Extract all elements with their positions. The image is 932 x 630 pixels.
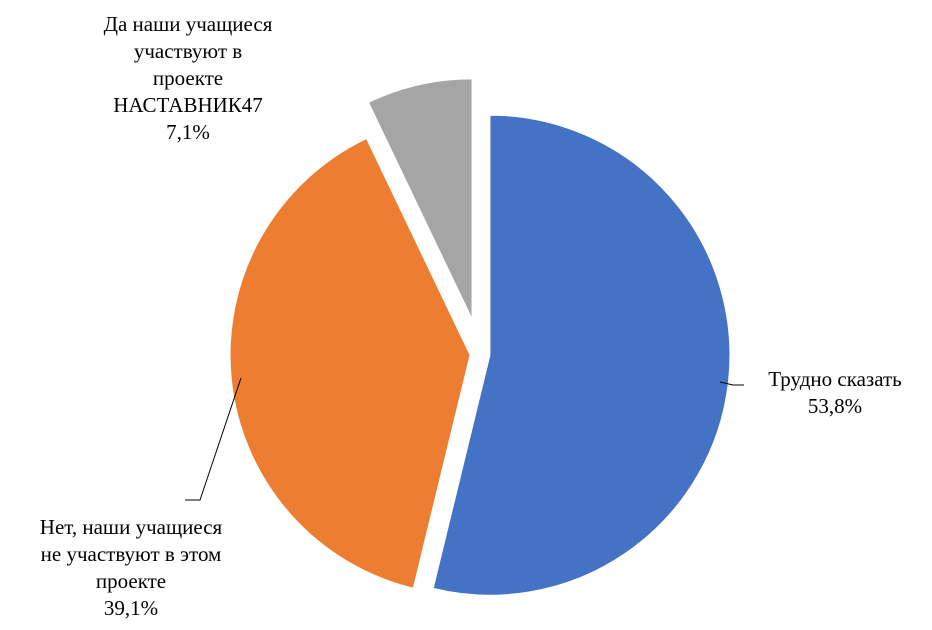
slice-trudno-skazat	[432, 114, 731, 596]
slice-label-da: Да наши учащиеся участвуют в проекте НАС…	[58, 11, 318, 146]
slice-percent-text: 39,1%	[103, 596, 159, 620]
slice-category-text: Да наши учащиеся	[103, 12, 273, 36]
slice-category-text: проекте	[95, 569, 167, 593]
slice-category-text: проекте	[152, 66, 224, 90]
leader-line-trudno-skazat	[719, 381, 744, 386]
slice-da	[367, 78, 473, 320]
slice-net	[229, 137, 471, 589]
slice-category-text: не участвуют в этом	[40, 542, 222, 566]
slice-percent-text: 53,8%	[807, 394, 863, 418]
slice-category-text: участвуют в	[133, 39, 243, 63]
leader-line-net	[185, 377, 242, 501]
slice-category-text: Нет, наши учащиеся	[39, 515, 223, 539]
slice-label-net: Нет, наши учащиеся не участвуют в этом п…	[0, 514, 262, 622]
slice-percent-text: 7,1%	[166, 120, 210, 144]
slice-category-text: Трудно сказать	[768, 367, 902, 391]
slice-label-trudno-skazat: Трудно сказать 53,8%	[735, 366, 932, 420]
slice-category-text: НАСТАВНИК47	[113, 93, 263, 117]
